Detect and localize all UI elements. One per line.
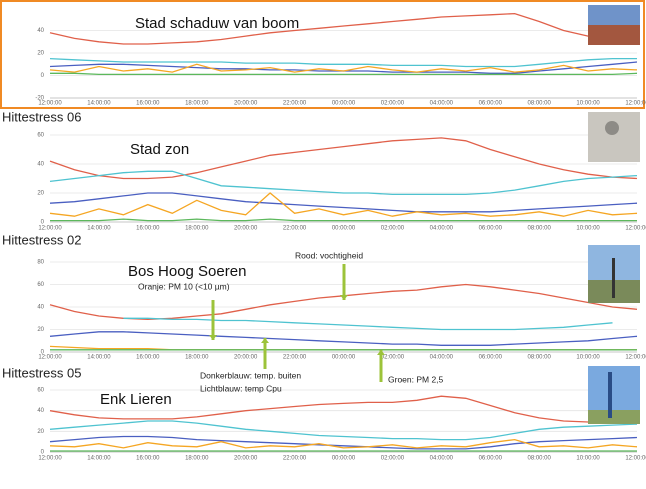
x-tick-label: 06:00:00 (479, 456, 503, 462)
panel-header: Hittestress 06 (2, 109, 81, 124)
x-tick-label: 22:00:00 (283, 226, 307, 232)
panel-header: Hittestress 02 (2, 232, 81, 247)
x-tick-label: 12:00:00 (625, 226, 646, 232)
x-tick-label: 16:00:00 (136, 355, 160, 361)
x-tick-label: 18:00:00 (185, 355, 209, 361)
y-tick-label: 40 (37, 28, 44, 34)
x-tick-label: 02:00:00 (381, 101, 405, 107)
chart-title: Stad schaduw van boom (135, 15, 299, 32)
x-tick-label: 12:00:00 (625, 355, 646, 361)
chart-title: Bos Hoog Soeren (128, 263, 246, 280)
x-tick-label: 20:00:00 (234, 226, 258, 232)
x-tick-label: 12:00:00 (625, 456, 646, 462)
x-tick-label: 04:00:00 (430, 355, 454, 361)
x-tick-label: 00:00:00 (332, 456, 356, 462)
x-tick-label: 16:00:00 (136, 456, 160, 462)
x-tick-label: 12:00:00 (38, 355, 62, 361)
screenshot: -200204012:00:0014:00:0016:00:0018:00:00… (0, 0, 646, 489)
x-tick-label: 14:00:00 (87, 226, 111, 232)
x-tick-label: 16:00:00 (136, 101, 160, 107)
x-tick-label: 22:00:00 (283, 355, 307, 361)
x-tick-label: 22:00:00 (283, 101, 307, 107)
x-tick-label: 08:00:00 (527, 101, 551, 107)
y-tick-label: 20 (37, 327, 44, 333)
x-tick-label: 02:00:00 (381, 456, 405, 462)
x-tick-label: 06:00:00 (479, 355, 503, 361)
x-tick-label: 00:00:00 (332, 226, 356, 232)
x-tick-label: 14:00:00 (87, 355, 111, 361)
photo-lamp (605, 121, 619, 135)
x-tick-label: 18:00:00 (185, 456, 209, 462)
x-tick-label: 00:00:00 (332, 355, 356, 361)
x-tick-label: 10:00:00 (576, 226, 600, 232)
annotation: Rood: vochtigheid (295, 250, 363, 260)
x-tick-label: 14:00:00 (87, 456, 111, 462)
x-tick-label: 10:00:00 (576, 456, 600, 462)
x-tick-label: 12:00:00 (38, 456, 62, 462)
photo-pole (612, 258, 615, 298)
x-tick-label: 10:00:00 (576, 355, 600, 361)
y-tick-label: 20 (37, 191, 44, 197)
x-tick-label: 12:00:00 (38, 101, 62, 107)
x-tick-label: 18:00:00 (185, 226, 209, 232)
photo-pole (608, 372, 612, 418)
photo-building (588, 25, 640, 45)
y-tick-label: 20 (37, 429, 44, 435)
x-tick-label: 12:00:00 (625, 101, 646, 107)
y-tick-label: 40 (37, 408, 44, 414)
x-tick-label: 08:00:00 (527, 355, 551, 361)
x-tick-label: 04:00:00 (430, 226, 454, 232)
x-tick-label: 08:00:00 (527, 226, 551, 232)
annotation: Groen: PM 2,5 (388, 374, 444, 384)
x-tick-label: 20:00:00 (234, 101, 258, 107)
x-tick-label: 04:00:00 (430, 101, 454, 107)
x-tick-label: 16:00:00 (136, 226, 160, 232)
annotation: Oranje: PM 10 (<10 µm) (138, 281, 230, 291)
x-tick-label: 02:00:00 (381, 226, 405, 232)
annotation: Donkerblauw: temp. buiten (200, 370, 301, 380)
x-tick-label: 04:00:00 (430, 456, 454, 462)
x-tick-label: 06:00:00 (479, 101, 503, 107)
background (0, 0, 646, 489)
y-tick-label: 60 (37, 282, 44, 288)
x-tick-label: 14:00:00 (87, 101, 111, 107)
chart-title: Stad zon (130, 141, 189, 158)
photo (588, 112, 640, 162)
x-tick-label: 00:00:00 (332, 101, 356, 107)
x-tick-label: 08:00:00 (527, 456, 551, 462)
x-tick-label: 02:00:00 (381, 355, 405, 361)
x-tick-label: 22:00:00 (283, 456, 307, 462)
x-tick-label: 12:00:00 (38, 226, 62, 232)
y-tick-label: 40 (37, 162, 44, 168)
x-tick-label: 20:00:00 (234, 456, 258, 462)
annotation: Lichtblauw: temp Cpu (200, 383, 282, 393)
panel-header: Hittestress 05 (2, 365, 81, 380)
x-tick-label: 06:00:00 (479, 226, 503, 232)
chart-title: Enk Lieren (100, 391, 172, 408)
x-tick-label: 18:00:00 (185, 101, 209, 107)
y-tick-label: 40 (37, 305, 44, 311)
y-tick-label: 80 (37, 260, 44, 266)
y-tick-label: 60 (37, 388, 44, 394)
y-tick-label: 60 (37, 133, 44, 139)
x-tick-label: 20:00:00 (234, 355, 258, 361)
x-tick-label: 10:00:00 (576, 101, 600, 107)
photo-field (588, 410, 640, 424)
y-tick-label: 20 (37, 51, 44, 57)
